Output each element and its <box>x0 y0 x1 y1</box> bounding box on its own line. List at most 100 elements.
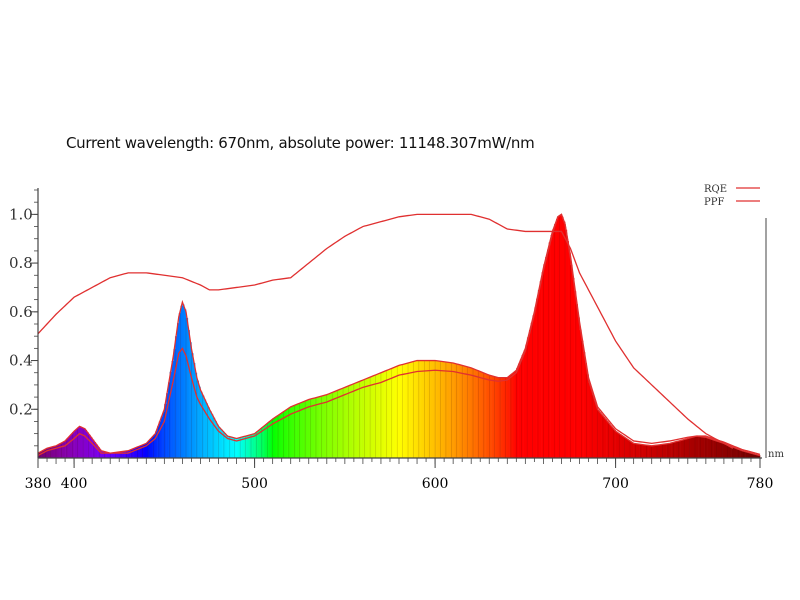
spectrum-band <box>492 376 495 458</box>
spectrum-band <box>265 424 268 458</box>
spectrum-band <box>216 424 219 458</box>
spectrum-band <box>660 444 663 458</box>
spectrum-band <box>269 421 272 458</box>
spectrum-band <box>444 361 447 458</box>
spectrum-band <box>575 304 578 458</box>
spectrum-band <box>258 429 261 458</box>
spectrum-band <box>315 397 319 458</box>
spectrum-band <box>43 449 46 458</box>
spectrum-band <box>406 363 409 458</box>
spectrum-band <box>429 360 432 458</box>
spectrum-band <box>97 447 100 458</box>
spectrum-band <box>355 382 358 458</box>
spectrum-band <box>93 442 97 458</box>
spectrum-band <box>379 373 382 458</box>
spectrum-band <box>274 417 277 458</box>
spectrum-band <box>148 440 151 458</box>
spectrum-band <box>534 307 537 458</box>
spectrum-band <box>454 363 458 458</box>
spectrum-band <box>128 450 131 458</box>
spectrum-band <box>204 399 207 458</box>
spectrum-band <box>556 219 559 458</box>
spectrum-band <box>238 437 241 458</box>
spectrum-band <box>465 366 468 458</box>
spectrum-band <box>182 304 185 458</box>
spectrum-band <box>207 407 210 458</box>
spectrum-band <box>245 435 248 458</box>
spectrum-band <box>689 437 692 458</box>
spectrum-band <box>675 441 678 458</box>
spectrum-band <box>588 382 591 458</box>
spectrum-band <box>624 437 627 458</box>
spectrum-band <box>572 277 575 458</box>
spectrum-band <box>306 399 310 458</box>
spectrum-band <box>550 235 553 458</box>
spectrum-band <box>680 440 683 458</box>
spectrum-band <box>189 342 192 458</box>
spectrum-band <box>72 432 75 458</box>
spectrum-band <box>279 413 282 458</box>
spectrum-band <box>559 214 562 458</box>
spectrum-band <box>187 330 190 458</box>
spectrum-band <box>469 367 472 458</box>
spectrum-band <box>249 434 252 458</box>
spectrum-band <box>628 440 631 458</box>
spectrum-band <box>324 394 328 458</box>
spectrum-band <box>196 380 199 458</box>
spectrum-band <box>290 406 293 458</box>
spectrum-band <box>108 452 111 458</box>
spectrum-band <box>741 450 745 458</box>
spectrum-band <box>319 396 322 458</box>
spectrum-band <box>729 445 732 458</box>
spectrum-band <box>337 389 340 458</box>
spectrum-band <box>146 442 149 458</box>
spectrum-band <box>386 370 389 458</box>
spectrum-band <box>121 451 124 458</box>
spectrum-band <box>75 428 79 458</box>
spectrum-band <box>644 444 647 458</box>
spectrum-band <box>552 228 555 458</box>
spectrum-band <box>527 337 530 458</box>
spectrum-band <box>685 438 689 458</box>
spectrum-band <box>700 436 703 458</box>
spectrum-band <box>86 432 89 458</box>
spectrum-band <box>173 349 176 458</box>
spectrum-band <box>261 427 264 458</box>
spectrum-band <box>750 453 754 458</box>
spectrum-band <box>420 360 423 458</box>
spectrum-band <box>433 360 436 458</box>
spectrum-band <box>498 377 501 458</box>
spectrum-band <box>687 438 690 458</box>
spectrum-band <box>413 361 416 458</box>
spectrum-band <box>509 375 512 458</box>
spectrum-band <box>41 450 44 458</box>
spectrum-band <box>473 368 476 458</box>
spectrum-band <box>445 362 449 458</box>
spectrum-band <box>61 442 64 458</box>
spectrum-band <box>296 404 299 458</box>
spectrum-band <box>115 452 118 458</box>
spectrum-band <box>151 436 154 458</box>
spectrum-band <box>68 436 71 458</box>
spectrum-band <box>667 443 671 458</box>
spectrum-band <box>292 405 295 458</box>
spectrum-band <box>435 360 438 458</box>
spectrum-band <box>738 449 741 458</box>
spectrum-band <box>431 360 434 458</box>
spectrum-band <box>756 454 759 458</box>
y-tick-label: 1.0 <box>9 205 33 223</box>
spectrum-band <box>547 249 550 458</box>
spectrum-band <box>341 388 344 458</box>
spectrum-band <box>312 398 315 458</box>
spectrum-band <box>54 446 57 458</box>
spectrum-band <box>139 445 142 458</box>
spectrum-band <box>281 412 284 458</box>
spectrum-band <box>467 367 470 458</box>
spectrum-band <box>610 425 613 458</box>
spectrum-band <box>254 432 257 458</box>
spectrum-band <box>440 361 443 458</box>
spectrum-band <box>213 417 216 458</box>
spectrum-band <box>375 374 378 458</box>
spectrum-band <box>758 455 761 458</box>
spectrum-band <box>438 361 441 458</box>
